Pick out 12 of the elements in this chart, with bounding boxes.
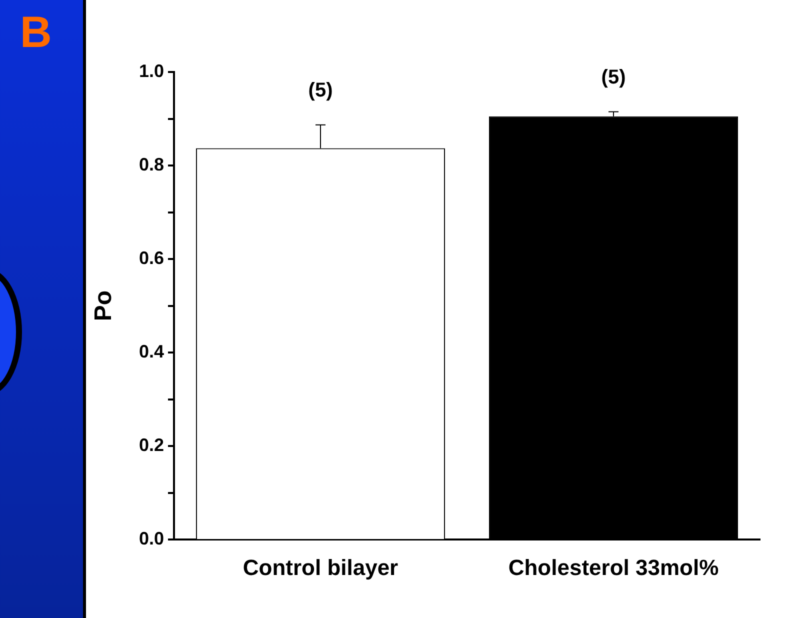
x-tick-label: Control bilayer: [242, 554, 399, 580]
text: B: [20, 8, 52, 58]
y-tick-label: 0.8: [138, 154, 164, 174]
x-tick-label: Cholesterol 33mol%: [508, 554, 719, 580]
y-tick-label: 0.6: [138, 248, 164, 268]
y-axis-title: Po: [90, 290, 118, 322]
y-tick-label: 0.0: [138, 528, 164, 549]
y-tick-label: 0.4: [138, 342, 164, 362]
annotation: (5): [601, 66, 626, 88]
y-tick-label: 0.2: [138, 435, 164, 456]
annotation: (5): [308, 79, 333, 102]
y-tick-label: 1.0: [138, 60, 164, 81]
